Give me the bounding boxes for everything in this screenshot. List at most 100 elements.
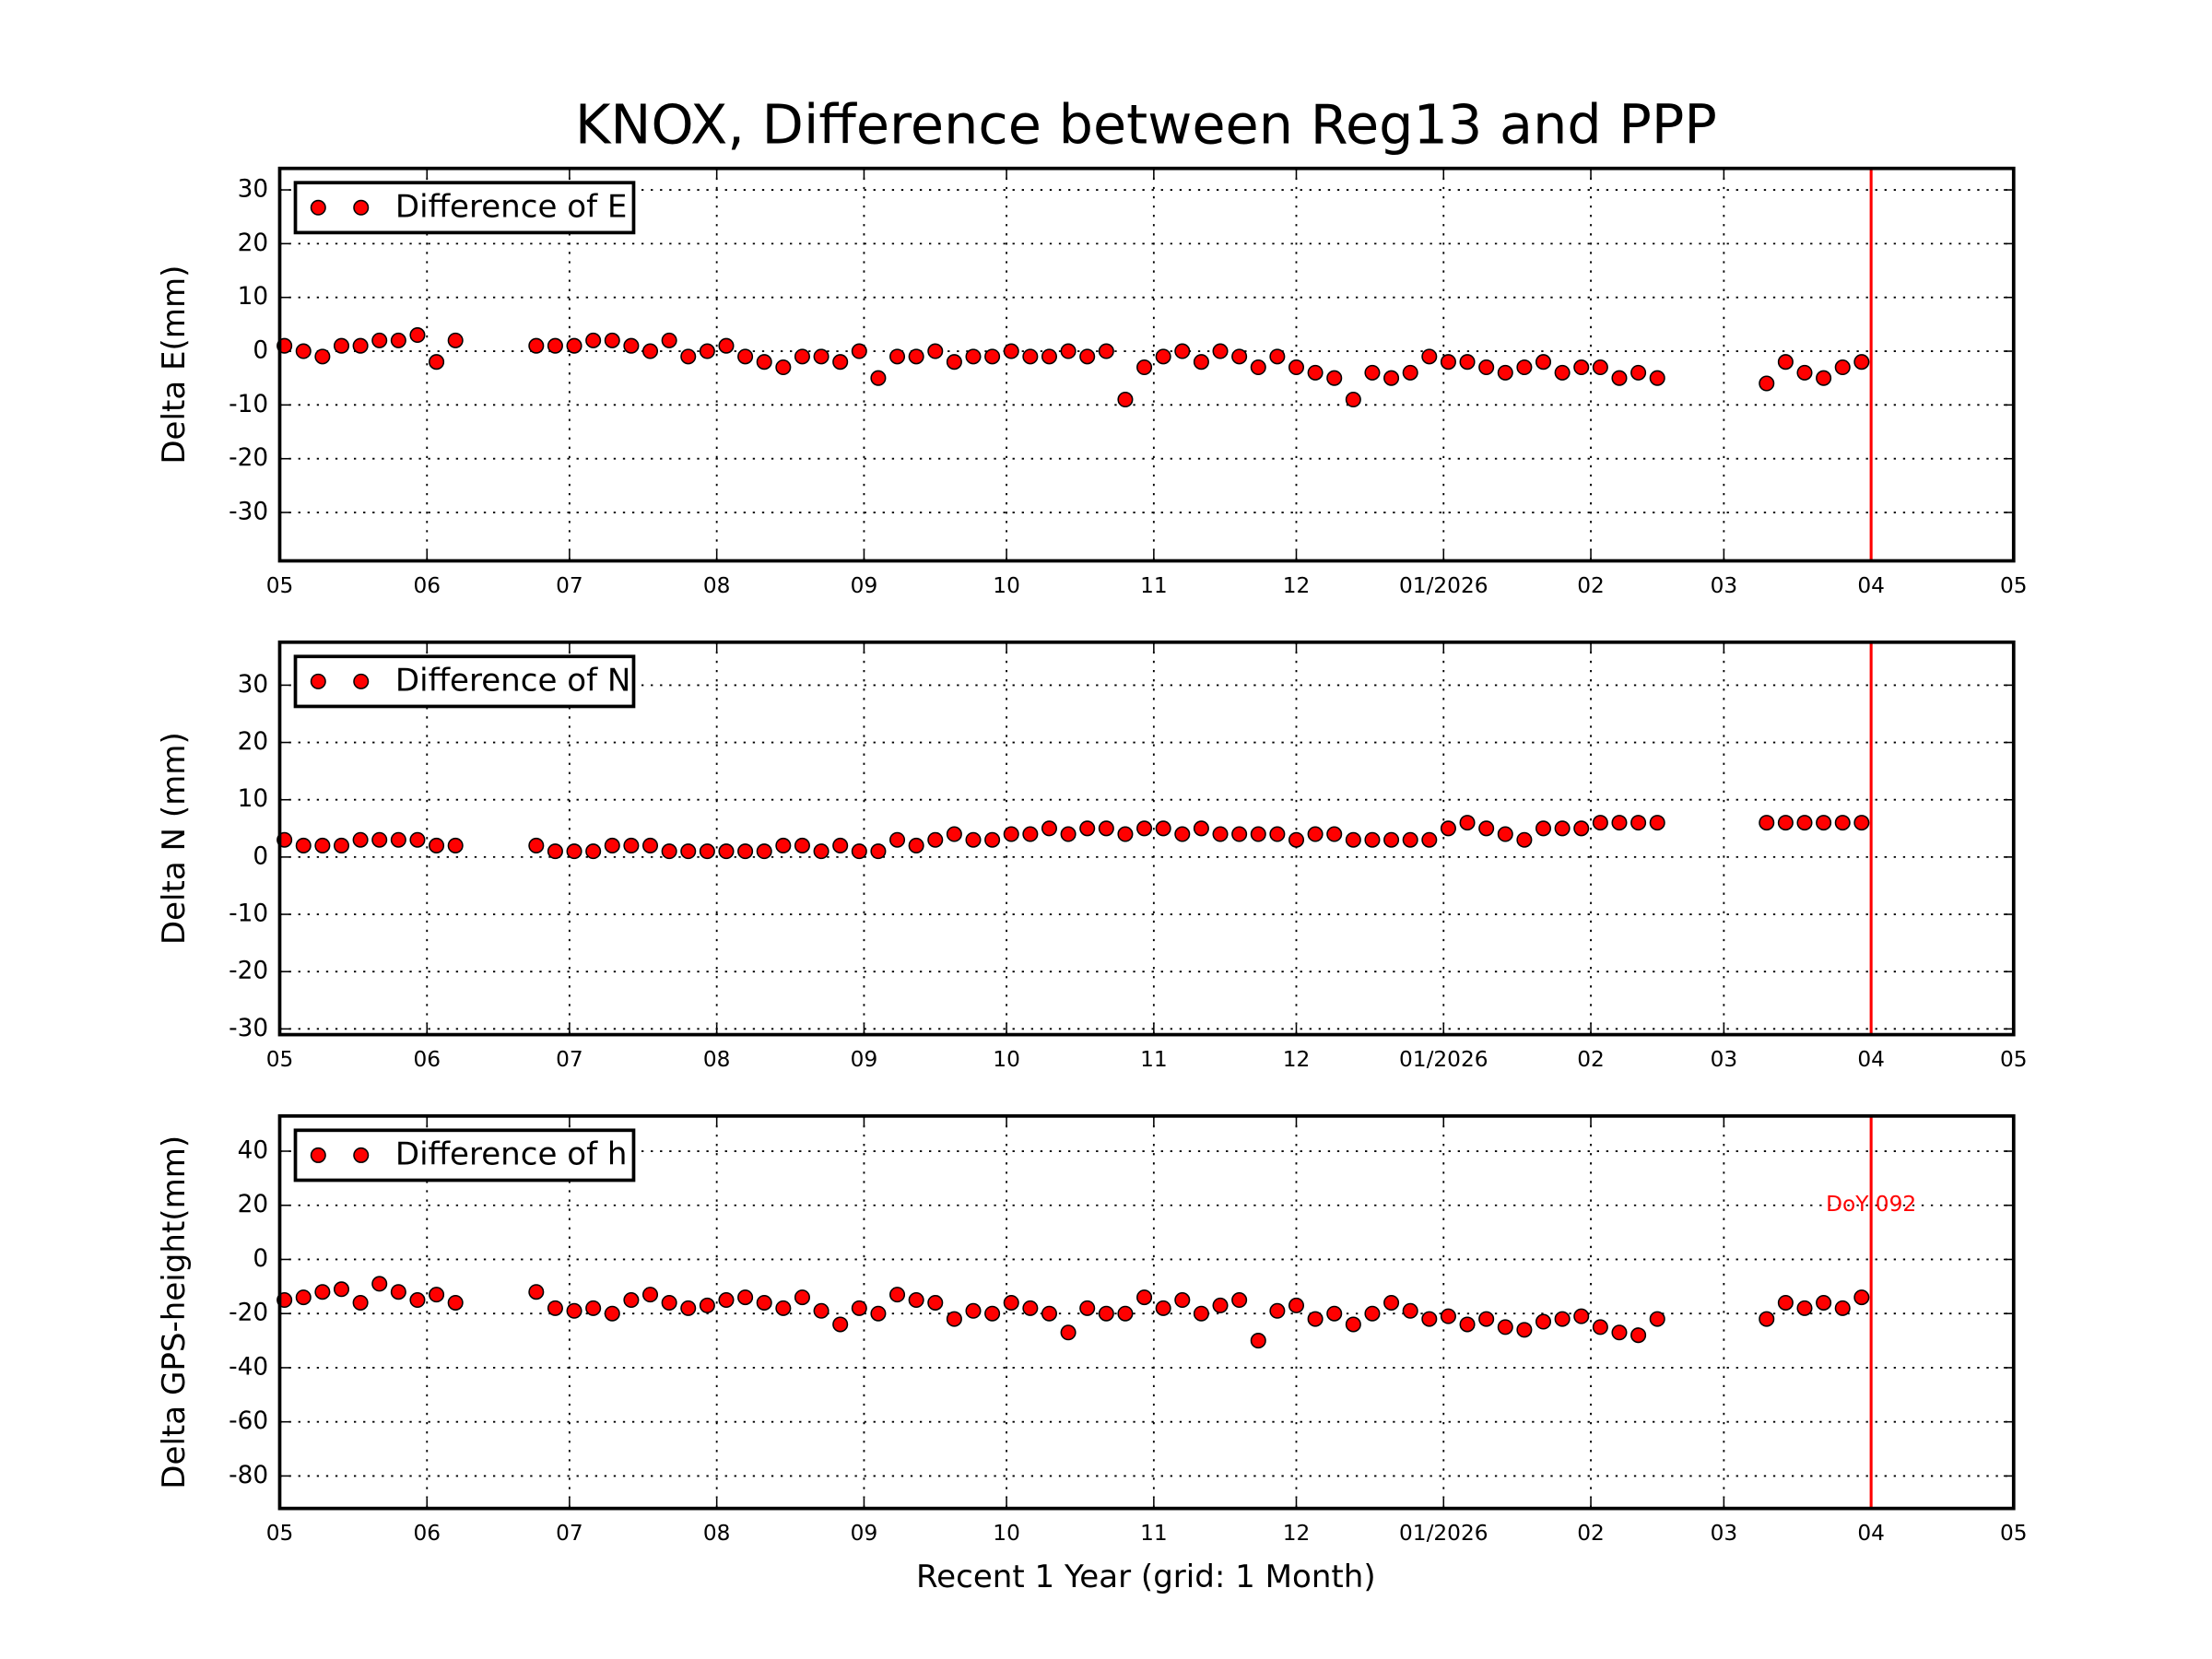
point [775, 359, 792, 376]
x-tick-label: 05 [266, 1047, 294, 1072]
y-tick-label: 20 [238, 1191, 268, 1218]
point [1079, 820, 1096, 837]
point [1796, 815, 1813, 831]
point [1060, 826, 1077, 842]
point [680, 843, 697, 860]
x-tick-label: 06 [413, 573, 441, 598]
point [1060, 343, 1077, 359]
point [1326, 1305, 1343, 1322]
y-axis-label: Delta E(mm) [156, 265, 193, 465]
point [718, 1292, 735, 1309]
point [352, 831, 369, 848]
point [1231, 1292, 1248, 1309]
point [813, 1302, 830, 1319]
point [295, 1289, 312, 1306]
point [1307, 1311, 1324, 1327]
legend-marker [353, 1147, 370, 1163]
x-tick-label: 07 [556, 1521, 583, 1546]
point [756, 1294, 772, 1311]
point [1307, 364, 1324, 381]
legend-label: Difference of N [395, 663, 630, 700]
point [1402, 1302, 1418, 1319]
point [1816, 815, 1832, 831]
point [1649, 815, 1665, 831]
point [870, 1305, 887, 1322]
x-tick-label: 01/2026 [1399, 1047, 1488, 1072]
point [1440, 1308, 1456, 1324]
point [946, 1311, 962, 1327]
point [447, 837, 464, 853]
x-tick-label: 01/2026 [1399, 1521, 1488, 1546]
point [1383, 1294, 1400, 1311]
point [1554, 820, 1571, 837]
y-tick-label: 20 [238, 229, 268, 257]
point [1345, 392, 1361, 408]
point [680, 348, 697, 365]
point [1834, 359, 1851, 376]
point [528, 1284, 545, 1300]
point [447, 1294, 464, 1311]
point [1231, 826, 1248, 842]
x-tick-label: 02 [1577, 573, 1605, 598]
point [889, 348, 906, 365]
point [699, 343, 715, 359]
point [794, 348, 810, 365]
point [1573, 359, 1590, 376]
point [1796, 364, 1813, 381]
point [623, 337, 640, 354]
point [1269, 348, 1286, 365]
point [1345, 1316, 1361, 1333]
point [1478, 359, 1495, 376]
point [371, 831, 388, 848]
point [1212, 1297, 1229, 1313]
point [851, 1300, 867, 1316]
x-tick-label: 07 [556, 573, 583, 598]
point [1796, 1300, 1813, 1316]
point [1364, 1305, 1381, 1322]
point [1212, 343, 1229, 359]
point [1516, 1322, 1533, 1338]
legend-marker [353, 199, 370, 216]
x-tick-label: 08 [703, 1521, 731, 1546]
x-tick-label: 09 [851, 573, 878, 598]
point [1777, 1294, 1794, 1311]
y-tick-label: -40 [229, 1353, 268, 1381]
point [1250, 359, 1266, 376]
point [1383, 831, 1400, 848]
point [641, 837, 659, 853]
point [604, 837, 620, 853]
point [908, 1292, 924, 1309]
point [832, 1316, 849, 1333]
point [314, 837, 331, 853]
point [295, 343, 312, 359]
point [1364, 831, 1381, 848]
point [965, 1302, 982, 1319]
point [965, 831, 982, 848]
point [1592, 1319, 1608, 1335]
point [623, 1292, 640, 1309]
y-axis-label: Delta N (mm) [156, 732, 193, 945]
point [1117, 1305, 1134, 1322]
point [409, 831, 426, 848]
x-tick-label: 09 [851, 1047, 878, 1072]
y-tick-label: -30 [229, 499, 268, 526]
point [1573, 1308, 1590, 1324]
point [1478, 820, 1495, 837]
point [547, 843, 563, 860]
point [429, 837, 445, 853]
point [1816, 1294, 1832, 1311]
y-tick-label: 0 [253, 337, 268, 365]
y-tick-label: -30 [229, 1015, 268, 1042]
y-tick-label: 0 [253, 1245, 268, 1273]
point [1630, 815, 1647, 831]
point [1402, 364, 1418, 381]
point [1630, 1327, 1647, 1344]
legend-box [293, 181, 636, 235]
point [333, 337, 350, 354]
x-tick-label: 03 [1711, 573, 1738, 598]
point [547, 337, 563, 354]
point [1573, 820, 1590, 837]
point [1022, 1300, 1039, 1316]
point [1440, 354, 1456, 371]
point [1231, 348, 1248, 365]
